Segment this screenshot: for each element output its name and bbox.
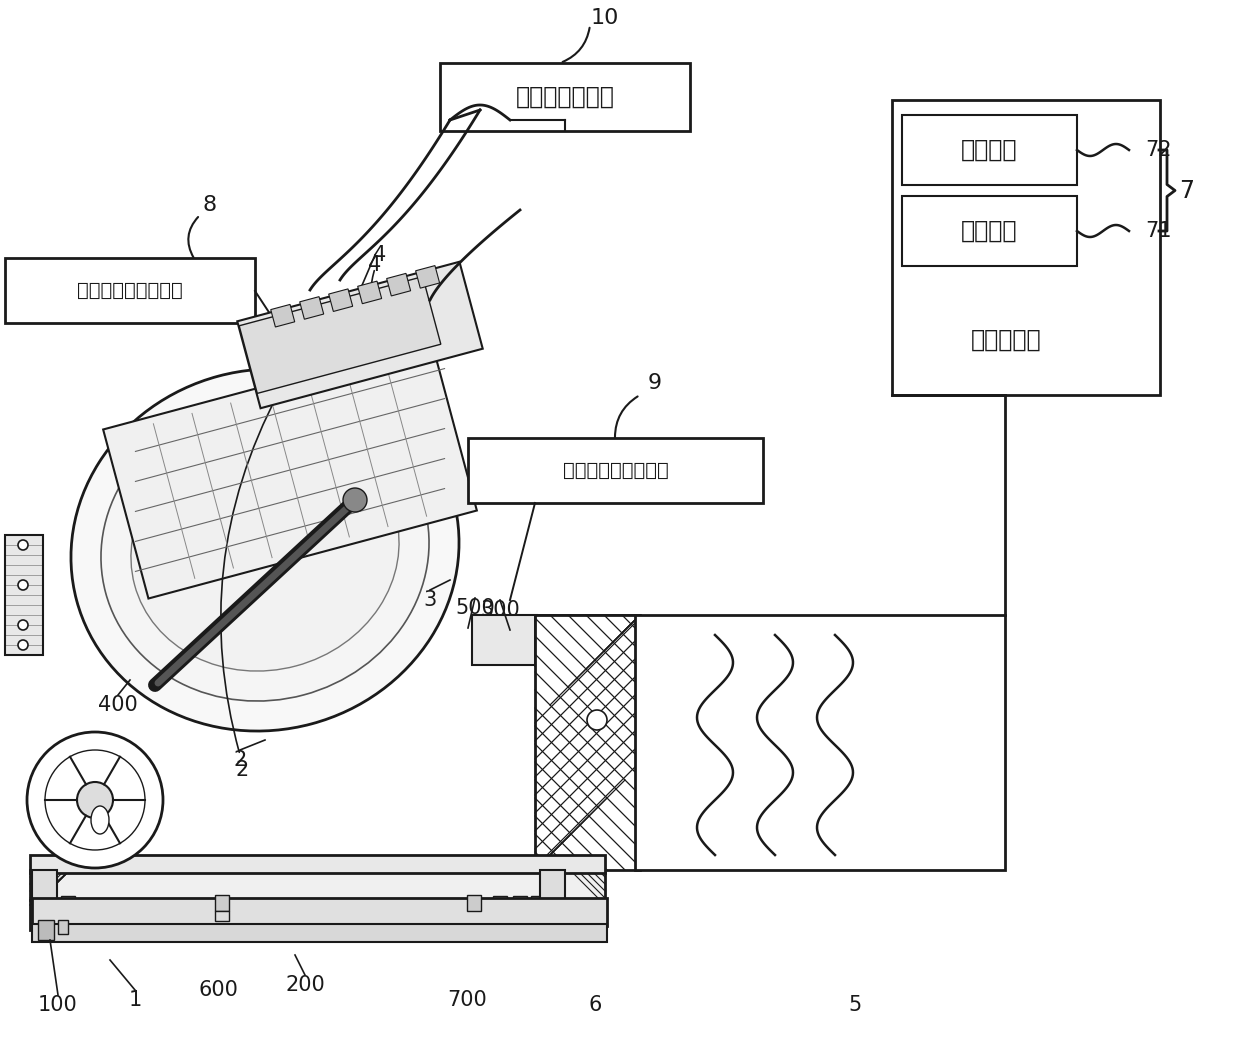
Bar	[5, 258, 255, 323]
Text: 2: 2	[236, 759, 249, 780]
Text: 8: 8	[203, 195, 217, 215]
Ellipse shape	[131, 429, 399, 671]
Bar	[32, 898, 608, 926]
Text: 5: 5	[848, 996, 862, 1015]
Bar	[440, 63, 689, 131]
Circle shape	[45, 750, 145, 850]
Bar	[534, 615, 640, 870]
Polygon shape	[237, 262, 482, 408]
Bar	[539, 870, 565, 900]
Bar	[5, 535, 43, 655]
Polygon shape	[415, 265, 440, 288]
Text: 600: 600	[198, 980, 238, 1000]
Bar	[30, 900, 605, 930]
Text: 71: 71	[1145, 221, 1172, 241]
Bar	[901, 196, 1078, 266]
Text: 第二管道压力传感器: 第二管道压力传感器	[563, 461, 668, 480]
Text: 水泵本体: 水泵本体	[961, 219, 1018, 243]
Text: 400: 400	[98, 695, 138, 715]
Bar	[494, 896, 507, 914]
Text: 200: 200	[285, 975, 325, 996]
Text: 9: 9	[649, 373, 662, 393]
Bar	[635, 615, 1004, 870]
Bar	[58, 920, 68, 934]
Text: 1: 1	[129, 990, 141, 1010]
Bar	[215, 911, 229, 921]
Ellipse shape	[100, 399, 429, 701]
Text: 6: 6	[588, 996, 601, 1015]
Bar	[467, 438, 763, 504]
Circle shape	[27, 732, 162, 868]
Text: 300: 300	[480, 600, 520, 620]
Text: 4: 4	[368, 255, 382, 275]
Text: 3: 3	[423, 590, 436, 611]
Text: 2: 2	[233, 750, 247, 770]
Polygon shape	[270, 304, 295, 327]
Text: 智能阀门定位器: 智能阀门定位器	[516, 85, 615, 109]
Text: 72: 72	[1145, 140, 1172, 160]
Bar	[892, 100, 1159, 395]
Text: 100: 100	[38, 996, 78, 1015]
Circle shape	[77, 782, 113, 818]
Bar	[38, 920, 55, 940]
Polygon shape	[387, 274, 410, 296]
Text: 700: 700	[448, 990, 487, 1010]
Circle shape	[19, 580, 29, 590]
Bar	[534, 615, 635, 665]
Bar	[41, 896, 55, 914]
Bar	[32, 870, 57, 900]
Text: 水泵电机: 水泵电机	[961, 138, 1018, 162]
Circle shape	[343, 488, 367, 512]
Bar	[32, 924, 608, 942]
Circle shape	[587, 710, 608, 730]
Polygon shape	[239, 277, 441, 393]
Text: 离心式水泵: 离心式水泵	[971, 328, 1042, 352]
Bar	[513, 896, 527, 914]
Text: 7: 7	[1179, 178, 1194, 202]
Ellipse shape	[91, 806, 109, 834]
Ellipse shape	[71, 369, 459, 731]
Polygon shape	[300, 297, 324, 319]
Bar	[30, 870, 605, 900]
Bar	[531, 896, 546, 914]
Bar	[901, 115, 1078, 185]
Circle shape	[19, 620, 29, 630]
Polygon shape	[357, 281, 382, 304]
Text: 第一管道压力传感器: 第一管道压力传感器	[77, 281, 182, 300]
Bar	[215, 895, 229, 911]
Circle shape	[19, 640, 29, 650]
Polygon shape	[103, 342, 477, 599]
Bar	[472, 615, 537, 665]
Polygon shape	[329, 288, 352, 312]
Bar	[61, 896, 74, 914]
Circle shape	[19, 540, 29, 550]
Bar	[467, 895, 481, 911]
Bar	[30, 855, 605, 873]
Text: 500: 500	[455, 598, 495, 618]
Text: 4: 4	[373, 245, 387, 265]
Text: 10: 10	[590, 8, 619, 28]
